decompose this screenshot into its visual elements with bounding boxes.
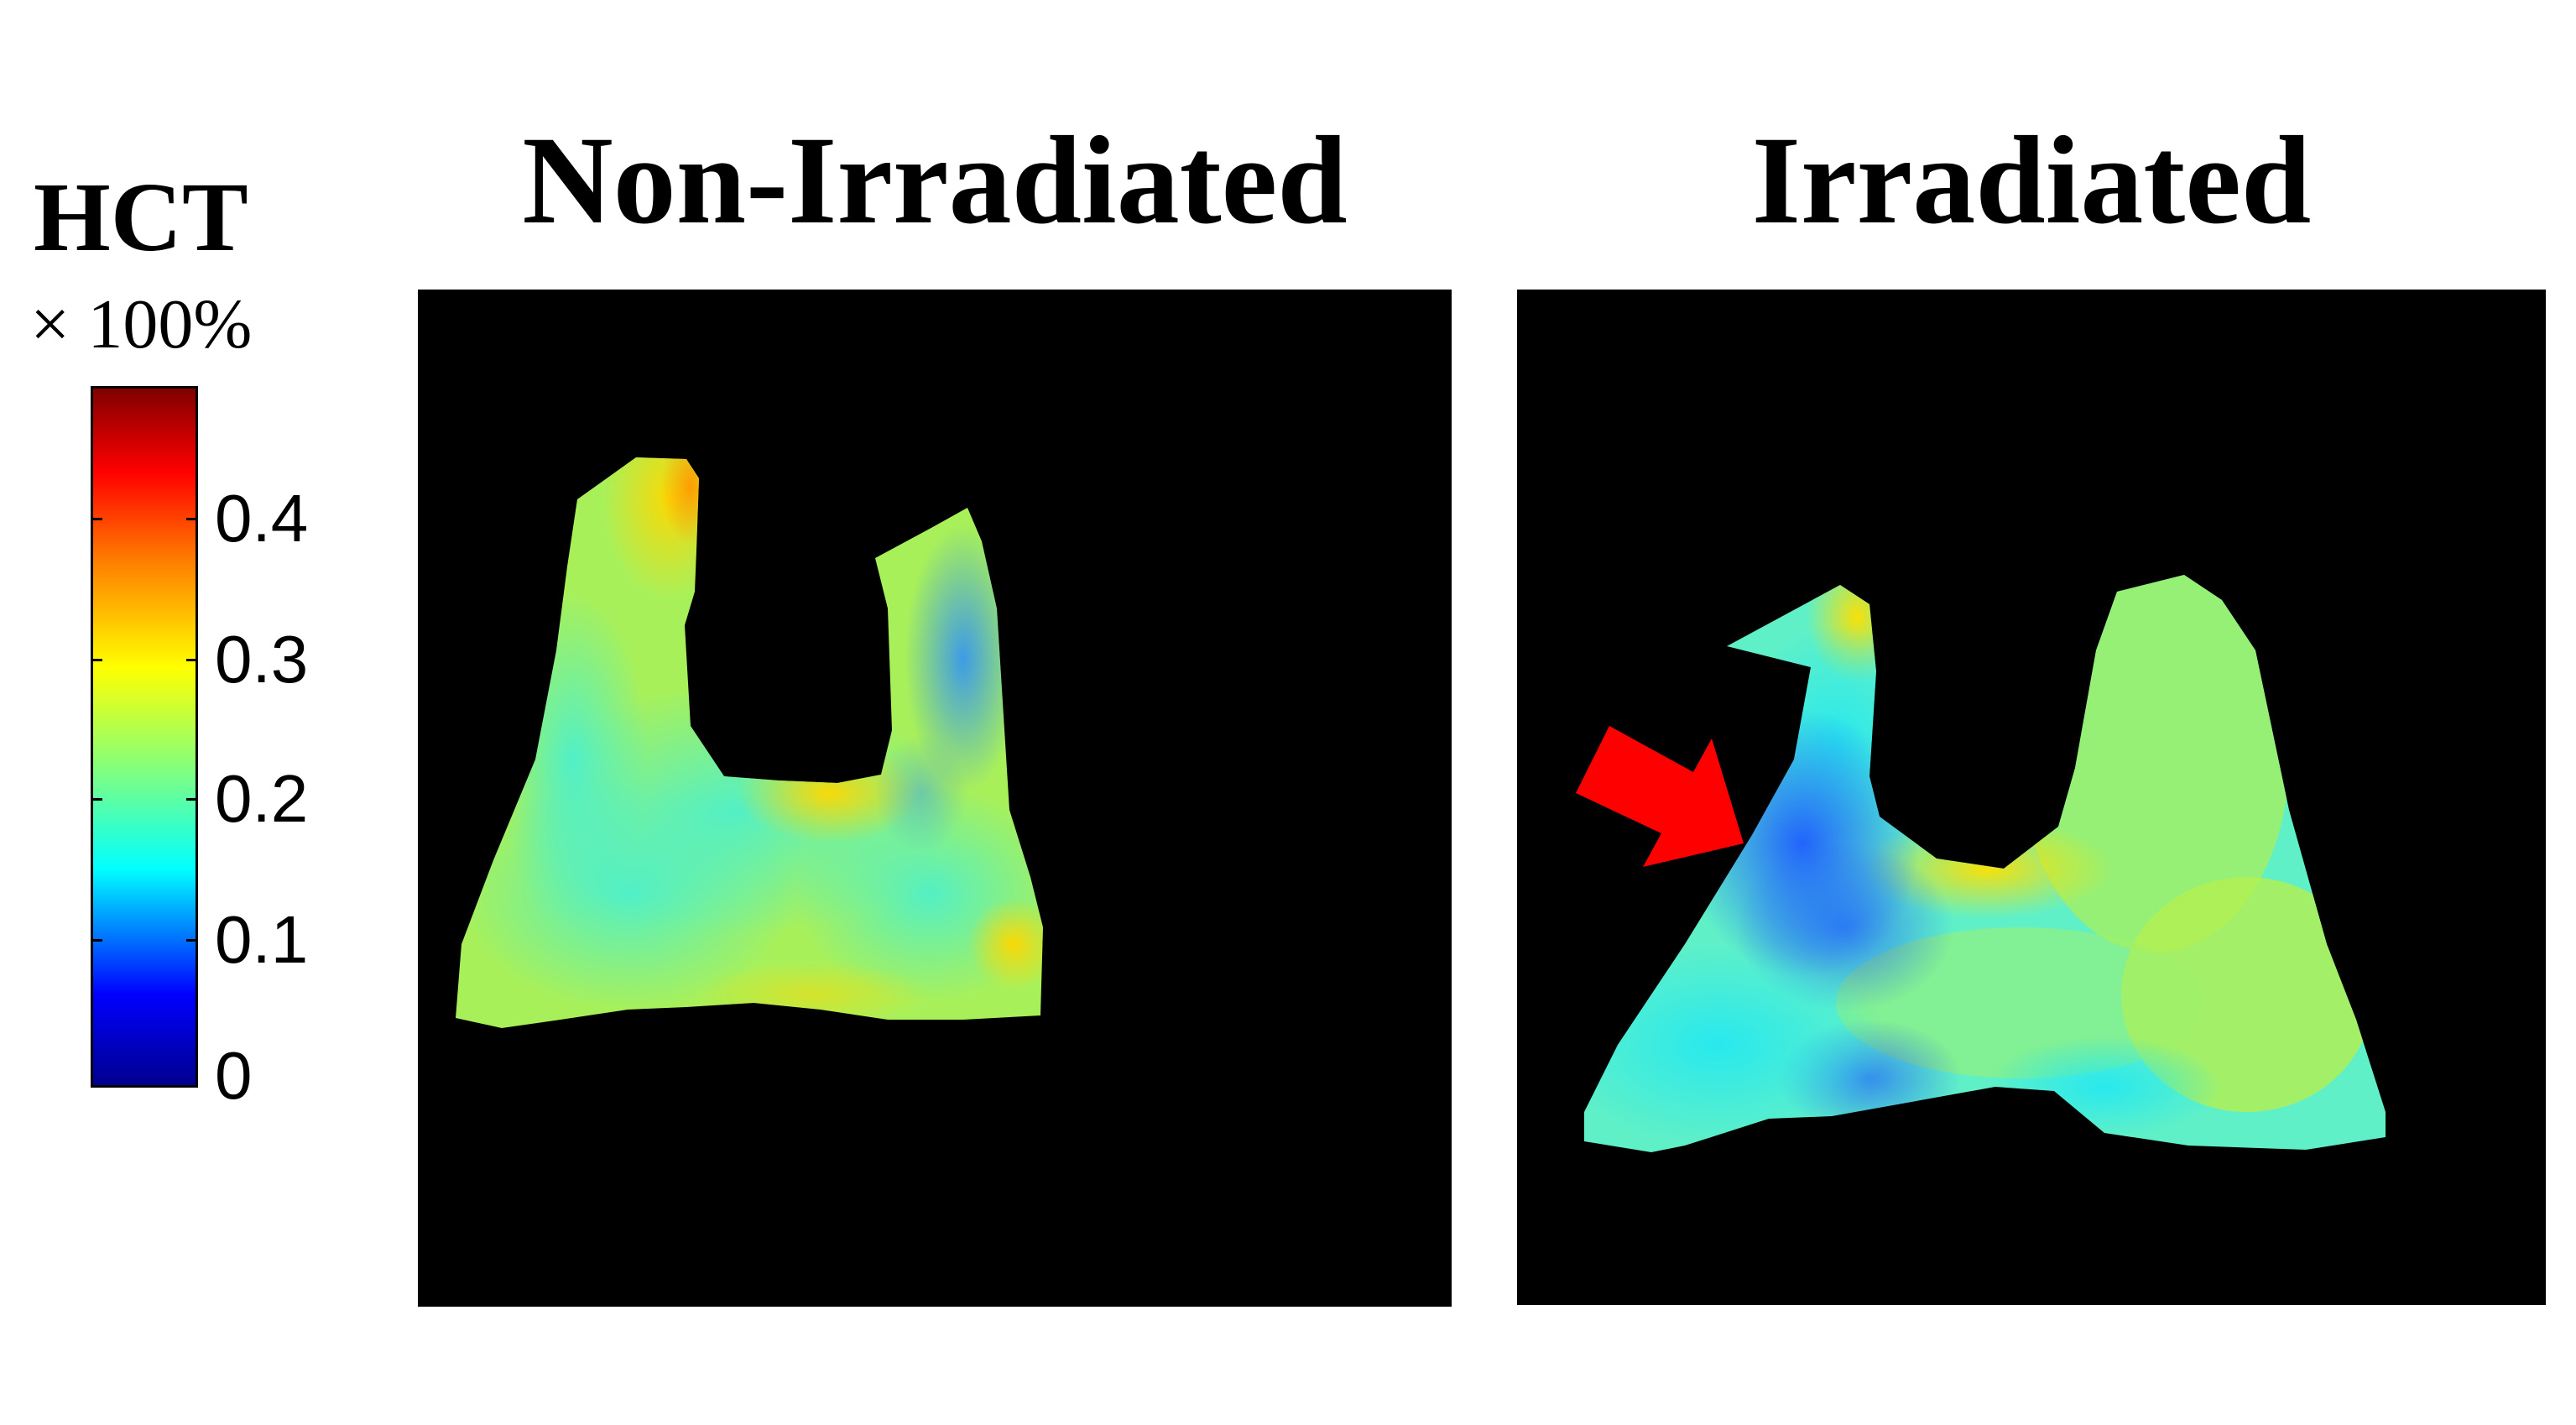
panel-title-non-irradiated: Non-Irradiated: [522, 111, 1348, 250]
image-panel-non-irradiated: [418, 290, 1452, 1307]
hct-map-irradiated: [1576, 575, 2386, 1152]
image-panel-irradiated: [1517, 290, 2546, 1305]
colorbar-unit: × 100%: [30, 285, 253, 363]
colorbar-tick-label: 0.3: [215, 622, 309, 697]
colorbar-tick-label: 0.4: [215, 481, 309, 556]
colorbar-tick-label: 0: [215, 1038, 253, 1113]
colorbar-tick-label: 0.1: [215, 902, 309, 977]
colorbar-title: HCT: [34, 162, 248, 272]
panel-title-irradiated: Irradiated: [1751, 111, 2312, 250]
red-arrow-icon: [1576, 726, 1744, 867]
hct-map-non-irradiated: [456, 457, 1043, 1028]
colorbar: [91, 386, 198, 1088]
colorbar-tick-label: 0.2: [215, 761, 309, 836]
